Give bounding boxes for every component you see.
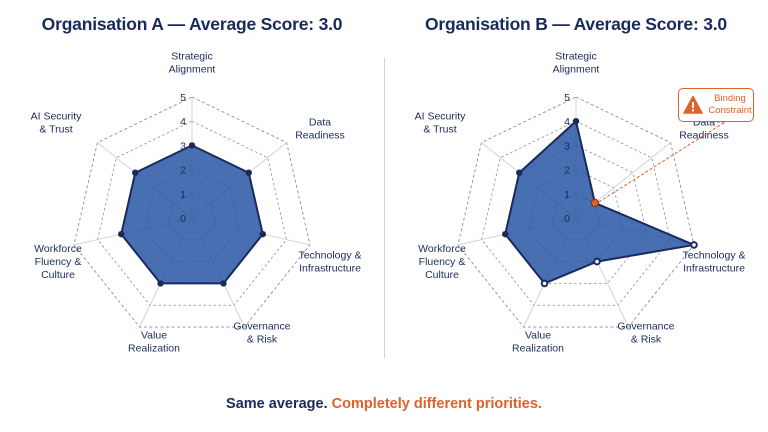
footer-part2: Completely different priorities. bbox=[331, 396, 542, 412]
series-area-b bbox=[504, 120, 695, 285]
data-point-2 bbox=[259, 230, 266, 238]
data-point-6 bbox=[516, 169, 523, 176]
axis-label-5-line-2: Culture bbox=[41, 269, 75, 281]
axis-label-6-line-1: & Trust bbox=[39, 124, 72, 136]
tick-label-4: 4 bbox=[564, 116, 570, 128]
axis-label-3-line-0: Governance bbox=[617, 321, 674, 333]
chart-a-title: Organisation A — Average Score: 3.0 bbox=[41, 14, 343, 34]
axis-label-5-line-2: Culture bbox=[425, 269, 459, 281]
axis-label-2-line-1: Infrastructure bbox=[683, 263, 745, 275]
axis-label-6-line-0: AI Security bbox=[415, 111, 467, 123]
axis-label-4-line-1: Realization bbox=[128, 343, 180, 355]
axis-label-2-line-1: Infrastructure bbox=[299, 263, 361, 275]
axis-label-6-line-1: & Trust bbox=[423, 124, 456, 136]
data-point-3 bbox=[593, 257, 601, 266]
data-point-4 bbox=[540, 279, 549, 288]
tick-label-4: 4 bbox=[180, 116, 186, 128]
data-point-2 bbox=[690, 241, 698, 249]
data-point-6 bbox=[132, 169, 139, 176]
tick-label-0: 0 bbox=[564, 213, 570, 225]
footer-caption: Same average. Completely different prior… bbox=[0, 396, 768, 412]
footer-part1: Same average. bbox=[226, 396, 328, 412]
grid-ring-5 bbox=[73, 96, 311, 328]
axis-label-0-line-0: Strategic bbox=[555, 51, 596, 63]
axis-label-4-line-0: Value bbox=[525, 330, 551, 342]
data-point-3 bbox=[220, 280, 227, 287]
axis-label-6-line-0: AI Security bbox=[31, 111, 83, 123]
axis-label-2-line-0: Technology & bbox=[682, 250, 745, 262]
callout-connector bbox=[598, 121, 726, 203]
tick-label-3: 3 bbox=[180, 140, 186, 152]
tick-label-1: 1 bbox=[564, 189, 570, 201]
chart-b-title: Organisation B — Average Score: 3.0 bbox=[425, 14, 727, 34]
data-point-0 bbox=[572, 118, 580, 125]
axis-label-1-line-1: Readiness bbox=[679, 130, 729, 142]
data-point-5 bbox=[118, 230, 125, 238]
binding-constraint-callout: Binding Constraint bbox=[678, 88, 754, 122]
warning-icon bbox=[683, 95, 703, 114]
axis-label-0-line-1: Alignment bbox=[169, 64, 216, 76]
axis-label-2-line-0: Technology & bbox=[298, 250, 361, 262]
axis-label-0-line-0: Strategic bbox=[171, 51, 212, 63]
grid-ring-5 bbox=[457, 96, 695, 328]
axis-label-3-line-0: Governance bbox=[233, 321, 290, 333]
axis-label-0-line-1: Alignment bbox=[553, 64, 600, 76]
data-point-1 bbox=[590, 198, 600, 208]
data-point-4 bbox=[157, 280, 164, 287]
data-point-5 bbox=[502, 230, 509, 238]
callout-line2: Constraint bbox=[708, 105, 752, 116]
radar-chart-b: 012345StrategicAlignmentDataReadinessTec… bbox=[415, 51, 746, 355]
axis-label-5-line-1: Fluency & bbox=[419, 256, 466, 268]
callout-line1: Binding bbox=[714, 93, 746, 104]
data-point-1 bbox=[245, 169, 252, 176]
tick-label-1: 1 bbox=[180, 189, 186, 201]
axis-label-5-line-0: Workforce bbox=[418, 243, 466, 255]
axis-label-4-line-1: Realization bbox=[512, 343, 564, 355]
axis-label-5-line-1: Fluency & bbox=[35, 256, 82, 268]
tick-label-0: 0 bbox=[180, 213, 186, 225]
tick-label-3: 3 bbox=[564, 140, 570, 152]
axis-label-5-line-0: Workforce bbox=[34, 243, 82, 255]
axis-label-4-line-0: Value bbox=[141, 330, 167, 342]
axis-label-1-line-0: Data bbox=[309, 117, 331, 129]
tick-label-5: 5 bbox=[564, 92, 570, 104]
series-area-a bbox=[120, 144, 264, 285]
axis-label-1-line-1: Readiness bbox=[295, 130, 345, 142]
axis-label-3-line-1: & Risk bbox=[247, 334, 278, 346]
tick-label-2: 2 bbox=[564, 165, 570, 177]
data-point-0 bbox=[188, 142, 196, 149]
tick-label-5: 5 bbox=[180, 92, 186, 104]
tick-label-2: 2 bbox=[180, 165, 186, 177]
axis-label-3-line-1: & Risk bbox=[631, 334, 662, 346]
divider bbox=[384, 58, 385, 358]
